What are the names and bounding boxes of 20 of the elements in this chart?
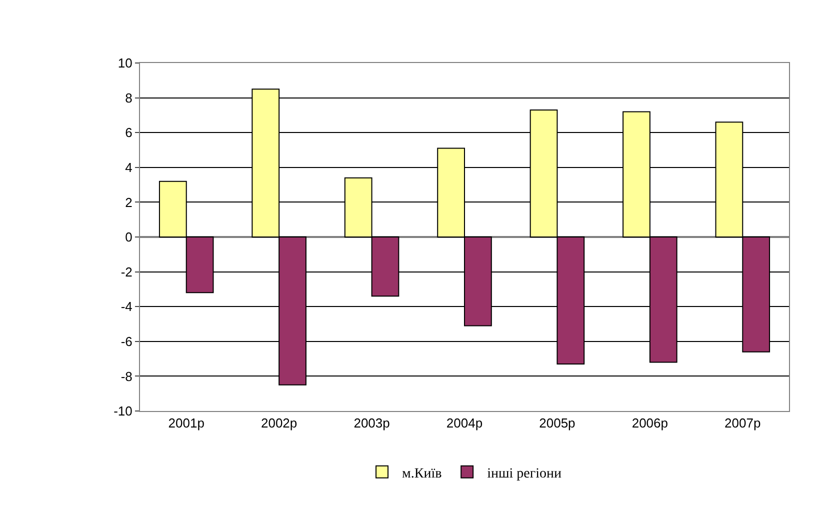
x-tick-label: 2001р — [168, 416, 204, 431]
legend-label: м.Київ — [402, 466, 442, 482]
legend-label: інші регіони — [487, 466, 562, 482]
y-tick-label: -4 — [120, 299, 132, 314]
y-tick-label: 4 — [125, 160, 132, 175]
x-tick-label: 2002р — [260, 416, 298, 431]
y-tick-label: 2 — [125, 194, 132, 210]
y-tick-label: -10 — [114, 404, 132, 419]
y-tick-label: -8 — [120, 368, 132, 384]
y-tick-label: 0 — [125, 230, 132, 245]
y-tick-label: -2 — [120, 264, 132, 280]
x-tick-label: 2006р — [632, 416, 668, 431]
x-tick-label: 2005р — [539, 416, 576, 431]
x-tick-label: 2003р — [354, 416, 390, 431]
y-tick-label: 8 — [125, 90, 132, 106]
x-tick-label: 2004р — [446, 416, 483, 431]
y-tick-label: 10 — [118, 56, 132, 71]
x-tick-label: 2007р — [724, 416, 761, 431]
y-tick-label: 6 — [125, 125, 132, 140]
y-tick-label: -6 — [120, 334, 132, 349]
